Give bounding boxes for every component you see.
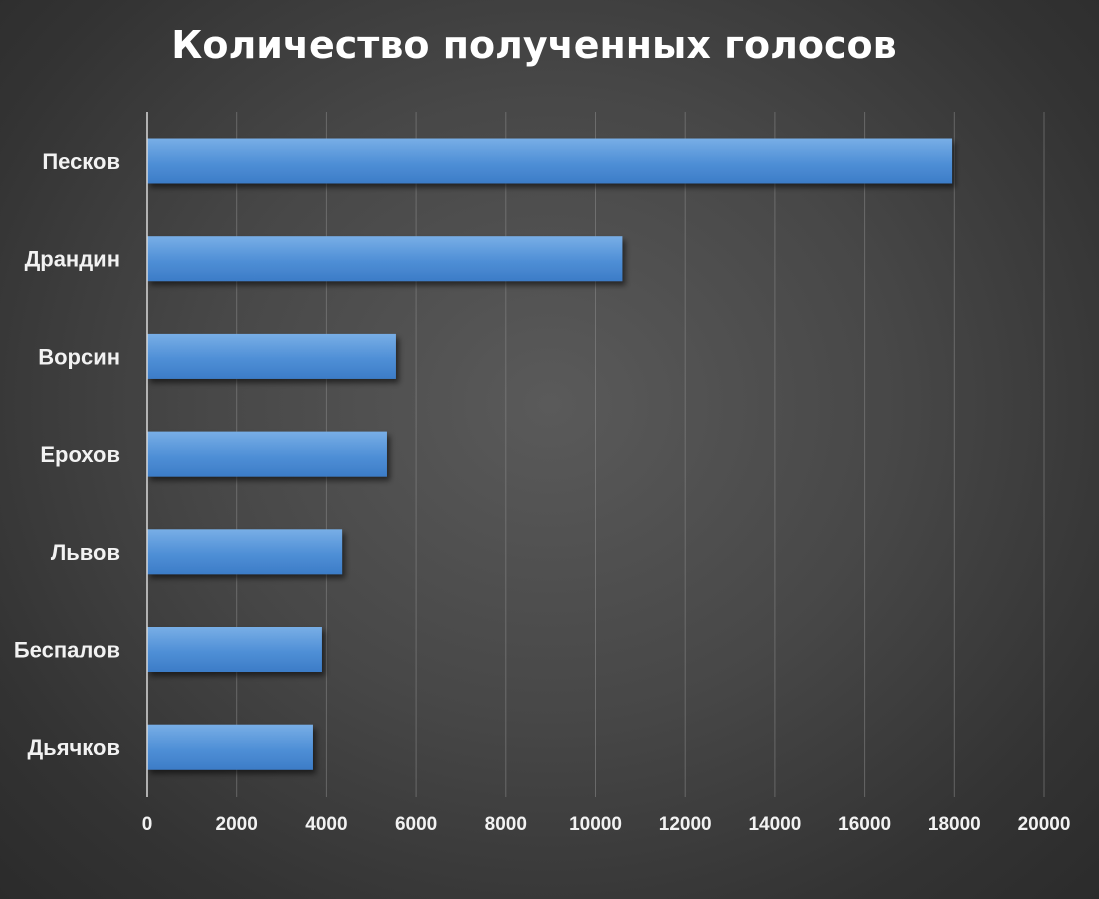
- bar: [147, 724, 313, 770]
- x-tick-label: 12000: [659, 814, 712, 835]
- x-tick-label: 16000: [838, 814, 891, 835]
- bar: [147, 333, 396, 379]
- category-label: Драндин: [25, 247, 120, 272]
- category-labels: Песков Драндин Ворсин Ерохов Львов Беспалов Дь…: [14, 149, 120, 760]
- category-label: Дьячков: [28, 735, 121, 760]
- category-label: Песков: [42, 149, 120, 174]
- x-tick-label: 4000: [305, 814, 347, 835]
- x-tick-label: 14000: [748, 814, 801, 835]
- x-tick-label: 2000: [216, 814, 258, 835]
- category-label: Львов: [51, 540, 120, 565]
- category-label: Ерохов: [40, 442, 120, 467]
- x-tick-label: 8000: [485, 814, 527, 835]
- bars: [147, 138, 953, 770]
- gridlines: [236, 112, 1045, 797]
- chart-title: Количество полученных голосов: [171, 23, 896, 67]
- bar: [147, 431, 387, 477]
- bar: [147, 138, 953, 184]
- category-label: Беспалов: [14, 638, 120, 663]
- x-tick-label: 0: [142, 814, 153, 835]
- bar: [147, 529, 343, 575]
- x-tick-label: 6000: [395, 814, 437, 835]
- x-tick-label: 10000: [569, 814, 622, 835]
- bar: [147, 627, 322, 672]
- x-tick-label: 20000: [1018, 814, 1071, 835]
- x-tick-label: 18000: [928, 814, 981, 835]
- x-axis-tick-labels: 0 2000 4000 6000 8000 10000 12000 14000 16000 180…: [142, 814, 1071, 835]
- category-label: Ворсин: [38, 344, 120, 369]
- bar: [147, 236, 623, 282]
